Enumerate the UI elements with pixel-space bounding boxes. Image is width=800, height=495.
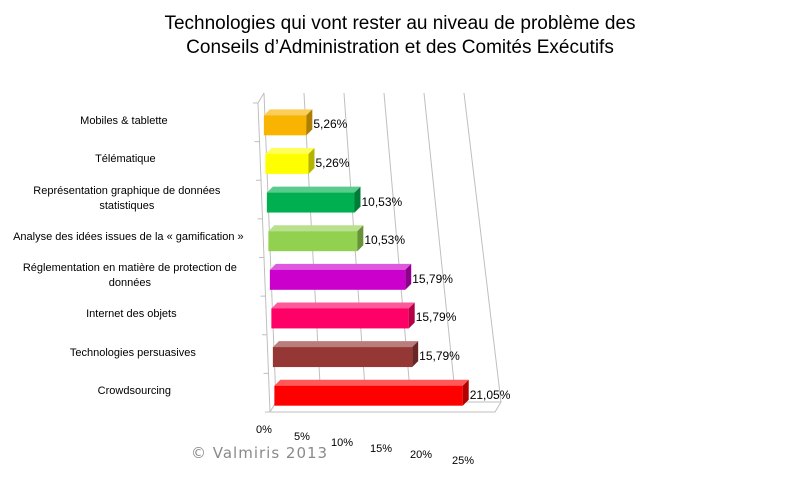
value-label: 15,79% (412, 271, 453, 286)
chart-title: Technologies qui vont rester au niveau d… (0, 12, 800, 60)
chart-floor (269, 401, 502, 413)
category-label-line: Technologies persuasives (69, 346, 196, 359)
category-label: Technologies persuasives (8, 346, 258, 361)
x-tick-label: 15% (370, 443, 393, 455)
x-tick-label: 20% (410, 449, 433, 461)
bar (263, 115, 307, 136)
bar-end-face (354, 186, 361, 213)
bar-top-face (269, 263, 412, 270)
bar (271, 308, 409, 329)
bar (272, 347, 413, 368)
bar-end-face (308, 147, 315, 174)
x-tick-label: 10% (331, 437, 354, 449)
category-label-line: Télématique (95, 153, 156, 166)
bar (266, 192, 355, 213)
category-label: Crowdsourcing (9, 384, 259, 399)
category-label: Mobiles & tablette (0, 114, 249, 129)
category-label-line: Réglementation en matière de protection … (22, 261, 237, 274)
category-label: Internet des objets (6, 307, 256, 322)
category-label: Réglementation en matière de protection … (5, 261, 255, 291)
bar-top-face (268, 225, 364, 232)
bar-end-face (306, 109, 313, 136)
category-label-line: statistiques (99, 199, 155, 212)
category-label-line: Internet des objets (86, 307, 177, 320)
copyright-credit: © Valmiris 2013 (191, 444, 329, 462)
category-label: Télématique (0, 152, 250, 167)
category-label-line: Représentation graphique de données (33, 184, 221, 197)
bar-top-face (265, 147, 315, 154)
bar-end-face (357, 225, 364, 252)
category-label-line: Crowdsourcing (97, 385, 172, 398)
bar-end-face (412, 341, 419, 368)
chart-title-line-2: Conseils d’Administration et des Comités… (186, 37, 614, 58)
bar-top-face (263, 109, 313, 116)
category-label: Représentation graphique de données stati… (2, 184, 252, 214)
left-axis-edge (257, 92, 265, 104)
gridline (423, 92, 457, 403)
bar (269, 269, 406, 290)
value-label: 10,53% (361, 194, 403, 209)
bar (274, 385, 463, 406)
bar-top-face (274, 379, 469, 386)
x-tick-label: 5% (294, 431, 310, 443)
bar-top-face (271, 302, 415, 309)
value-label: 15,79% (419, 349, 460, 364)
category-label-line: données (108, 276, 151, 289)
gridline (463, 92, 502, 403)
category-label: Analyse des idées issues de la « gamific… (3, 230, 253, 245)
bar (265, 153, 309, 174)
bar (268, 231, 358, 252)
category-label-line: Mobiles & tablette (80, 114, 168, 127)
bar-end-face (462, 379, 469, 406)
value-label: 15,79% (415, 310, 457, 325)
value-label: 21,05% (469, 387, 511, 402)
bar-end-face (408, 302, 415, 329)
chart-title-line-1: Technologies qui vont rester au niveau d… (164, 13, 636, 34)
value-label: 10,53% (364, 233, 406, 248)
value-label: 5,26% (313, 117, 348, 132)
x-tick-label: 0% (256, 424, 272, 436)
x-tick-label: 25% (452, 455, 475, 467)
bar-end-face (405, 263, 412, 290)
category-label-line: Analyse des idées issues de la « gamific… (13, 230, 244, 243)
bar-top-face (266, 186, 361, 193)
bar-top-face (272, 341, 419, 348)
value-label: 5,26% (315, 155, 350, 170)
